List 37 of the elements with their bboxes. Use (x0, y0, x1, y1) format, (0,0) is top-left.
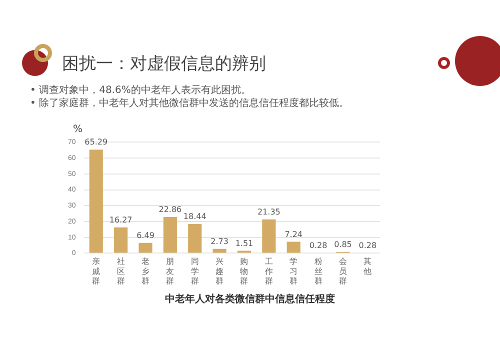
y-axis-title: % (73, 124, 83, 135)
data-label: 65.29 (84, 138, 108, 147)
x-tick-label: 购物群 (240, 257, 248, 286)
data-label: 6.49 (136, 230, 154, 240)
data-label: 7.24 (284, 230, 303, 239)
x-tick-label: 粉丝群 (314, 257, 322, 286)
data-label: 18.44 (183, 212, 206, 222)
x-tick-label: 社区群 (116, 257, 125, 286)
bar (114, 227, 128, 253)
x-tick-label: 同学群 (190, 257, 199, 286)
bar (89, 150, 103, 253)
x-tick-label: 朋友群 (166, 257, 174, 286)
x-tick-label: 兴趣群 (216, 257, 224, 286)
bar (262, 219, 276, 253)
x-tick-label: 工作群 (264, 257, 273, 286)
bar (286, 242, 300, 253)
data-label: 22.86 (158, 205, 182, 214)
data-label: 0.28 (358, 240, 377, 250)
x-tick-label: 老乡群 (141, 257, 150, 286)
data-label: 0.85 (334, 240, 352, 249)
data-label: 2.73 (210, 236, 228, 246)
bar (212, 248, 226, 253)
x-tick-label: 学习群 (290, 257, 298, 286)
data-label: 21.35 (257, 207, 280, 216)
x-tick-label: 亲戚群 (92, 257, 100, 286)
x-axis-title: 中老年人对各类微信群中信息信任程度 (164, 292, 336, 306)
bar (163, 216, 177, 253)
chart-title: 困扰一：对虚假信息的辨别 (62, 53, 266, 75)
text: • 除了家庭群，中老年人对其他微信群中发送的信息信任程度都比较低。 (30, 97, 350, 110)
x-tick-label: 其他 (364, 257, 372, 276)
data-label: 0.28 (309, 240, 328, 250)
data-label: 1.51 (235, 238, 254, 248)
text: • 调查对象中，48.6%的中老年人表示有此困扰。 (30, 84, 252, 97)
data-label: 16.27 (109, 215, 132, 224)
x-tick-label: 会员群 (338, 257, 347, 286)
bar (138, 242, 152, 253)
bar (188, 224, 202, 253)
